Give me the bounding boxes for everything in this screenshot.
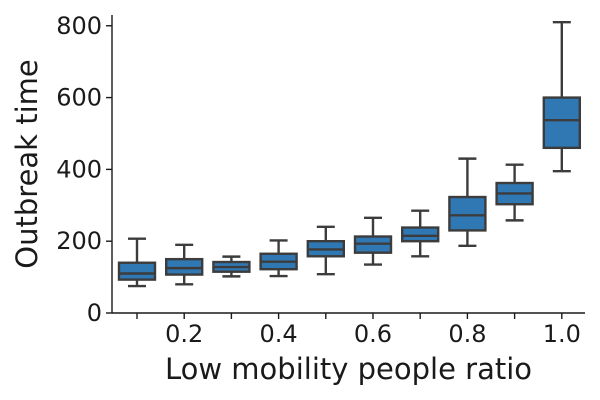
y-tick-label: 400 bbox=[56, 155, 102, 183]
box-series bbox=[117, 20, 581, 288]
y-tick-label: 600 bbox=[56, 84, 102, 112]
box-group bbox=[401, 209, 440, 258]
x-axis-label: Low mobility people ratio bbox=[165, 352, 532, 386]
axes bbox=[111, 15, 585, 314]
x-tick-label: 0.8 bbox=[448, 320, 486, 348]
box-iqr bbox=[448, 195, 487, 232]
box-iqr bbox=[401, 226, 440, 243]
box-iqr bbox=[542, 96, 581, 150]
box-group bbox=[495, 163, 534, 222]
box-group bbox=[306, 225, 345, 276]
x-tick-label: 1.0 bbox=[543, 320, 581, 348]
box-group bbox=[117, 237, 157, 288]
box-group bbox=[542, 20, 581, 173]
x-ticks: 0.2 0.4 0.6 0.8 1.0 bbox=[136, 313, 581, 348]
x-tick-label: 0.4 bbox=[260, 320, 298, 348]
box-group bbox=[212, 255, 251, 278]
y-tick-label: 800 bbox=[56, 12, 102, 40]
y-tick-label: 0 bbox=[87, 299, 102, 327]
box-iqr bbox=[117, 261, 157, 281]
y-ticks: 0 200 400 600 800 bbox=[56, 12, 112, 327]
box-group bbox=[448, 157, 487, 248]
box-iqr bbox=[164, 257, 204, 276]
x-tick-label: 0.2 bbox=[165, 320, 203, 348]
box-group bbox=[353, 216, 393, 266]
box-group bbox=[164, 243, 204, 286]
y-axis-label: Outbreak time bbox=[10, 59, 44, 268]
box-group bbox=[259, 239, 298, 278]
x-tick-label: 0.6 bbox=[354, 320, 392, 348]
y-tick-label: 200 bbox=[56, 227, 102, 255]
